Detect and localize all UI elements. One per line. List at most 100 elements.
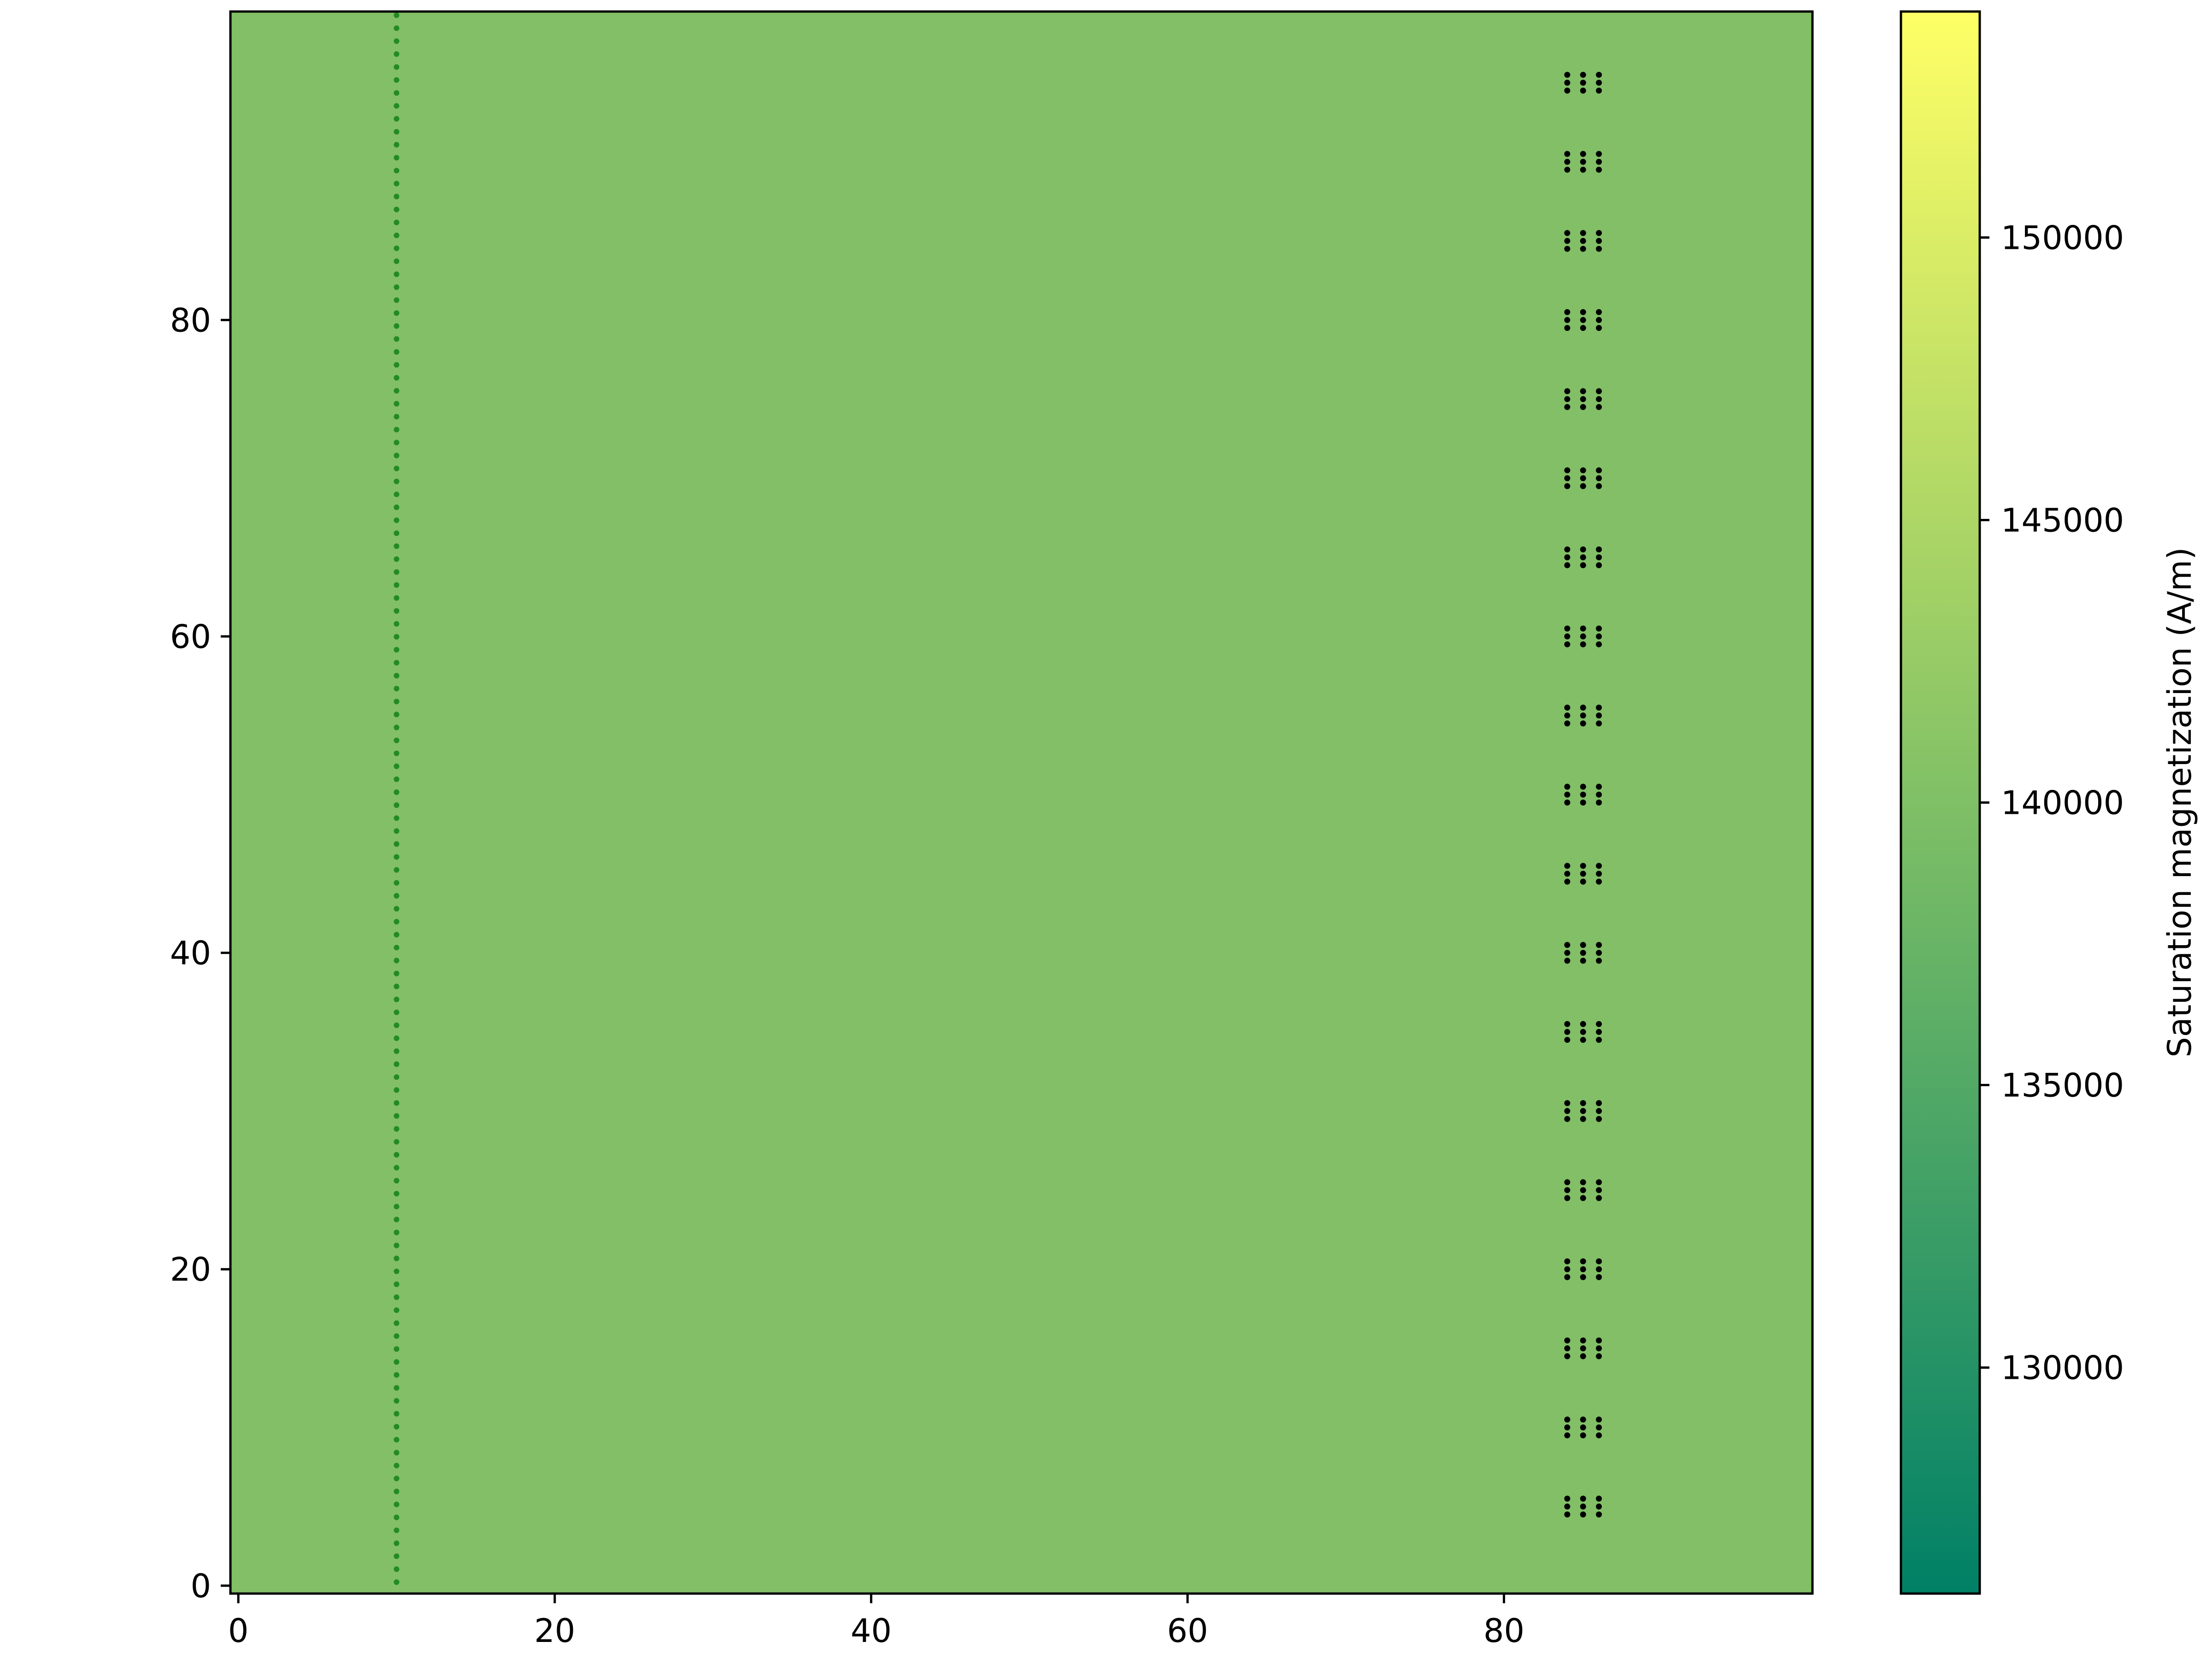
dot-marker bbox=[1564, 88, 1571, 94]
dot-marker bbox=[1596, 633, 1602, 640]
x-tick-label: 20 bbox=[534, 1612, 575, 1650]
dot-marker bbox=[1580, 309, 1586, 315]
dot-marker bbox=[1580, 1258, 1586, 1265]
dot-marker bbox=[1580, 783, 1586, 790]
y-tick-label: 40 bbox=[170, 935, 211, 972]
dot-marker bbox=[1596, 166, 1602, 173]
dot-cluster bbox=[1564, 705, 1602, 727]
dot-marker bbox=[1580, 88, 1586, 94]
dot-marker bbox=[1596, 71, 1602, 78]
dot-marker bbox=[1596, 546, 1602, 553]
dot-marker bbox=[1564, 475, 1571, 482]
dot-cluster bbox=[1564, 1021, 1602, 1043]
dot-marker bbox=[1580, 562, 1586, 569]
dot-marker bbox=[1564, 1345, 1571, 1352]
dot-marker bbox=[1580, 1337, 1586, 1344]
dot-marker bbox=[1564, 1503, 1571, 1510]
x-tick-label: 40 bbox=[851, 1612, 892, 1650]
dot-marker bbox=[1564, 325, 1571, 331]
dot-marker bbox=[1596, 1116, 1602, 1122]
dot-marker bbox=[1596, 800, 1602, 806]
dot-marker bbox=[1564, 1108, 1571, 1114]
dot-marker bbox=[1596, 483, 1602, 489]
dot-cluster bbox=[1564, 1258, 1602, 1280]
dot-marker bbox=[1580, 230, 1586, 236]
dot-marker bbox=[1564, 1029, 1571, 1035]
dot-marker bbox=[1564, 791, 1571, 798]
dot-marker bbox=[1564, 1337, 1571, 1344]
dot-cluster bbox=[1564, 230, 1602, 252]
dot-marker bbox=[1580, 633, 1586, 640]
y-tick-label: 20 bbox=[170, 1251, 211, 1288]
dot-marker bbox=[1596, 309, 1602, 315]
dot-marker bbox=[1596, 562, 1602, 569]
dot-cluster bbox=[1564, 1337, 1602, 1359]
dot-cluster bbox=[1564, 1179, 1602, 1201]
dot-marker bbox=[1580, 720, 1586, 727]
dot-marker bbox=[1564, 1511, 1571, 1518]
dot-marker bbox=[1596, 1495, 1602, 1502]
x-tick-label: 80 bbox=[1483, 1612, 1524, 1650]
dot-marker bbox=[1564, 166, 1571, 173]
dot-marker bbox=[1596, 863, 1602, 869]
dot-marker bbox=[1564, 1416, 1571, 1423]
heatmap-field bbox=[230, 12, 1812, 1594]
dot-marker bbox=[1580, 317, 1586, 323]
dot-marker bbox=[1580, 712, 1586, 719]
dot-marker bbox=[1564, 238, 1571, 244]
dot-marker bbox=[1596, 641, 1602, 647]
dot-marker bbox=[1564, 633, 1571, 640]
dot-marker bbox=[1596, 1029, 1602, 1035]
dot-marker bbox=[1596, 1266, 1602, 1272]
dot-marker bbox=[1596, 1337, 1602, 1344]
dot-cluster bbox=[1564, 625, 1602, 647]
dot-cluster bbox=[1564, 863, 1602, 885]
dot-marker bbox=[1596, 1274, 1602, 1280]
dot-marker bbox=[1564, 1021, 1571, 1027]
dot-marker bbox=[1564, 958, 1571, 964]
dot-marker bbox=[1580, 404, 1586, 410]
dot-marker bbox=[1580, 238, 1586, 244]
dot-marker bbox=[1580, 800, 1586, 806]
dot-marker bbox=[1564, 800, 1571, 806]
dot-marker bbox=[1580, 1274, 1586, 1280]
dot-marker bbox=[1564, 159, 1571, 165]
y-axis: 0 20 40 60 80 bbox=[170, 301, 230, 1605]
dot-marker bbox=[1564, 151, 1571, 157]
dot-marker bbox=[1580, 554, 1586, 560]
dot-marker bbox=[1596, 1108, 1602, 1114]
dot-marker bbox=[1580, 791, 1586, 798]
dot-marker bbox=[1596, 1195, 1602, 1201]
dot-marker bbox=[1564, 388, 1571, 394]
dot-marker bbox=[1580, 151, 1586, 157]
colorbar-tick-label: 130000 bbox=[2001, 1349, 2124, 1387]
colorbar-label: Saturation magnetization (A/m) bbox=[2161, 547, 2199, 1057]
dot-marker bbox=[1596, 554, 1602, 560]
x-tick-label: 0 bbox=[228, 1612, 249, 1650]
dot-marker bbox=[1564, 878, 1571, 885]
y-tick-label: 0 bbox=[190, 1567, 211, 1605]
dot-marker bbox=[1596, 246, 1602, 252]
dot-marker bbox=[1580, 1021, 1586, 1027]
dot-marker bbox=[1564, 317, 1571, 323]
dot-cluster bbox=[1564, 1416, 1602, 1439]
colorbar bbox=[1900, 10, 1981, 1595]
colorbar-tick-label: 145000 bbox=[2001, 501, 2124, 539]
dot-marker bbox=[1564, 712, 1571, 719]
dot-marker bbox=[1596, 1353, 1602, 1359]
dot-marker bbox=[1580, 467, 1586, 474]
dot-marker bbox=[1596, 791, 1602, 798]
dot-marker bbox=[1580, 871, 1586, 877]
dot-marker bbox=[1564, 1266, 1571, 1272]
x-axis: 0 20 40 60 80 bbox=[228, 1594, 1524, 1650]
dot-marker bbox=[1564, 871, 1571, 877]
dot-marker bbox=[1580, 483, 1586, 489]
dot-marker bbox=[1580, 863, 1586, 869]
dot-marker bbox=[1564, 467, 1571, 474]
dot-marker bbox=[1596, 1021, 1602, 1027]
dot-marker bbox=[1596, 1416, 1602, 1423]
dot-marker bbox=[1564, 246, 1571, 252]
dot-marker bbox=[1564, 230, 1571, 236]
y-tick-label: 80 bbox=[170, 301, 211, 339]
dot-marker bbox=[1580, 1179, 1586, 1185]
